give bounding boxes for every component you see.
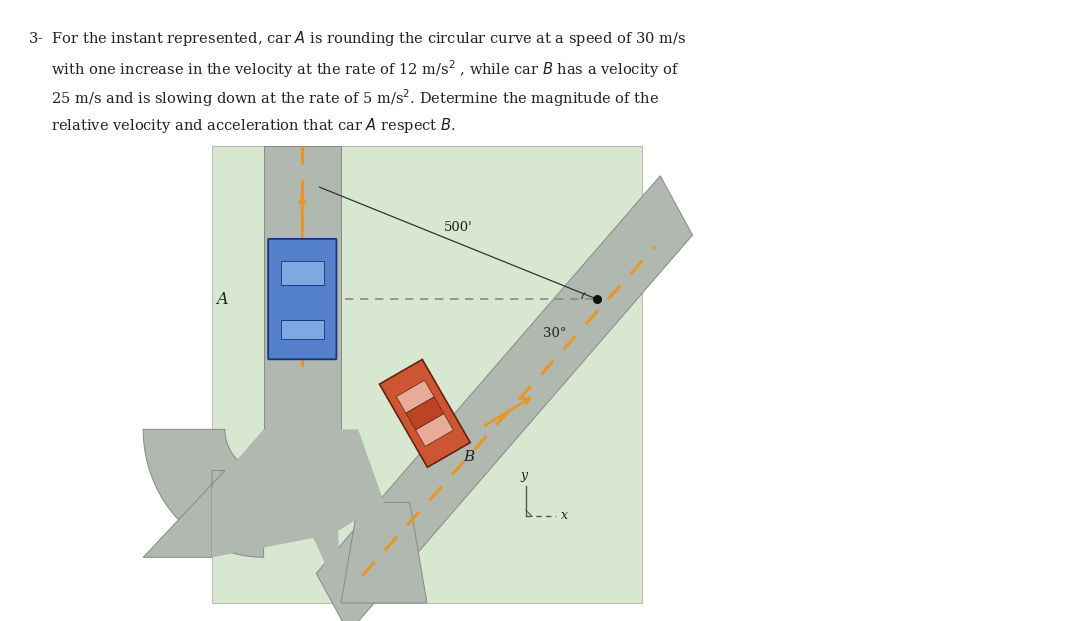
- Polygon shape: [406, 397, 444, 430]
- Polygon shape: [317, 176, 693, 621]
- Text: with one increase in the velocity at the rate of 12 m/s$^2$ , while car $\mathit: with one increase in the velocity at the…: [28, 58, 680, 79]
- Polygon shape: [144, 429, 263, 557]
- Polygon shape: [144, 471, 225, 557]
- Polygon shape: [380, 360, 470, 467]
- FancyBboxPatch shape: [268, 239, 336, 360]
- Polygon shape: [416, 414, 454, 446]
- Bar: [212, 146, 642, 603]
- Text: relative velocity and acceleration that car $\mathit{A}$ respect $\mathit{B}$.: relative velocity and acceleration that …: [28, 116, 456, 135]
- Polygon shape: [396, 380, 434, 413]
- Text: 3-  For the instant represented, car $\mathit{A}$ is rounding the circular curve: 3- For the instant represented, car $\ma…: [28, 29, 687, 48]
- Polygon shape: [263, 429, 341, 596]
- Text: A: A: [217, 291, 227, 307]
- Text: 500': 500': [444, 221, 472, 234]
- Bar: [281, 261, 323, 285]
- Text: 25 m/s and is slowing down at the rate of 5 m/s$^2$. Determine the magnitude of : 25 m/s and is slowing down at the rate o…: [28, 87, 659, 109]
- Text: y: y: [520, 469, 528, 482]
- Text: x: x: [561, 509, 568, 522]
- Polygon shape: [341, 502, 426, 603]
- Text: 30°: 30°: [543, 327, 567, 340]
- Polygon shape: [263, 146, 341, 429]
- Polygon shape: [212, 429, 384, 557]
- Bar: [281, 320, 323, 340]
- Text: B: B: [463, 450, 474, 464]
